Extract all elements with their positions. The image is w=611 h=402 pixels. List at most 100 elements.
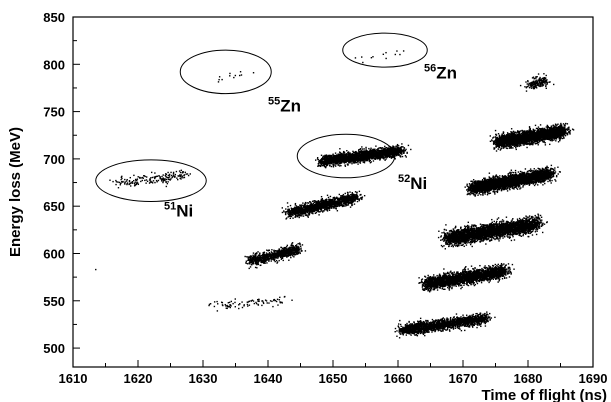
- data-point: [157, 179, 160, 182]
- data-point: [271, 253, 274, 256]
- data-point: [121, 175, 123, 178]
- data-point: [304, 250, 307, 252]
- data-point: [208, 304, 210, 307]
- data-point: [317, 210, 320, 212]
- data-point: [254, 261, 257, 263]
- data-point: [370, 153, 373, 156]
- data-point: [296, 215, 299, 217]
- data-point: [297, 247, 299, 250]
- data-point: [276, 261, 279, 263]
- data-point: [238, 307, 240, 310]
- data-point: [316, 207, 318, 210]
- data-point: [311, 212, 313, 214]
- data-point: [311, 203, 313, 206]
- data-point: [224, 303, 226, 306]
- data-point: [359, 154, 361, 156]
- data-point: [287, 254, 289, 256]
- data-point: [177, 175, 179, 177]
- data-point: [268, 257, 270, 259]
- data-point: [278, 259, 280, 262]
- data-point: [352, 150, 354, 153]
- data-point: [322, 156, 324, 158]
- data-point: [292, 252, 295, 254]
- data-point: [336, 160, 339, 162]
- data-point: [261, 300, 264, 302]
- data-point: [410, 148, 412, 151]
- data-point: [351, 191, 353, 194]
- data-point: [298, 215, 301, 217]
- data-point: [269, 253, 272, 255]
- data-point: [403, 147, 406, 149]
- data-point: [165, 176, 168, 178]
- data-point: [280, 255, 283, 257]
- data-point: [228, 301, 231, 304]
- data-point: [184, 171, 187, 174]
- data-point: [346, 191, 349, 194]
- data-point: [347, 154, 350, 157]
- data-point: [246, 256, 248, 258]
- data-point: [361, 197, 363, 200]
- data-point: [323, 203, 325, 205]
- data-point: [262, 302, 265, 305]
- data-point: [320, 200, 322, 203]
- data-point: [379, 155, 381, 157]
- data-point: [318, 203, 321, 205]
- data-point: [292, 217, 294, 219]
- data-point: [156, 175, 159, 177]
- data-point: [251, 264, 253, 266]
- data-point: [164, 178, 166, 181]
- data-point: [275, 250, 277, 252]
- data-point: [163, 178, 165, 181]
- data-point: [330, 207, 333, 209]
- data-point: [330, 199, 332, 201]
- data-point: [120, 178, 122, 181]
- data-point: [287, 205, 289, 208]
- data-point: [349, 157, 352, 160]
- data-point: [336, 157, 338, 159]
- data-point: [337, 164, 339, 166]
- data-point: [323, 201, 325, 203]
- data-point: [282, 252, 284, 254]
- data-point: [356, 193, 358, 196]
- data-point: [180, 169, 183, 172]
- data-point: [403, 149, 405, 151]
- data-point: [288, 254, 290, 256]
- data-point: [397, 152, 399, 155]
- data-point: [347, 158, 350, 161]
- data-point: [302, 215, 305, 217]
- data-point: [363, 158, 365, 161]
- data-point: [262, 258, 265, 261]
- data-point: [327, 202, 329, 205]
- data-point: [298, 248, 301, 250]
- data-point: [301, 204, 303, 206]
- data-point: [291, 208, 294, 210]
- data-point: [320, 210, 322, 212]
- data-point: [296, 253, 298, 255]
- data-point: [337, 153, 339, 155]
- data-point: [140, 180, 142, 183]
- data-point: [183, 176, 186, 179]
- data-point: [275, 253, 277, 255]
- data-point: [285, 211, 287, 213]
- data-point: [281, 247, 284, 250]
- data-point: [138, 176, 141, 179]
- data-point: [285, 208, 287, 210]
- data-point: [372, 155, 375, 158]
- data-point: [401, 151, 403, 153]
- data-point: [266, 258, 268, 260]
- data-point: [330, 165, 333, 168]
- data-point: [257, 260, 259, 262]
- data-point: [253, 256, 256, 258]
- data-point: [355, 194, 357, 196]
- data-point: [172, 172, 175, 175]
- data-point: [344, 165, 347, 167]
- data-point: [370, 156, 372, 159]
- data-point: [289, 249, 291, 251]
- data-point: [168, 176, 170, 179]
- data-point: [356, 154, 358, 157]
- data-point: [164, 179, 166, 182]
- data-point: [365, 155, 367, 158]
- data-point: [299, 245, 302, 247]
- data-point: [289, 250, 291, 252]
- data-point: [260, 261, 262, 263]
